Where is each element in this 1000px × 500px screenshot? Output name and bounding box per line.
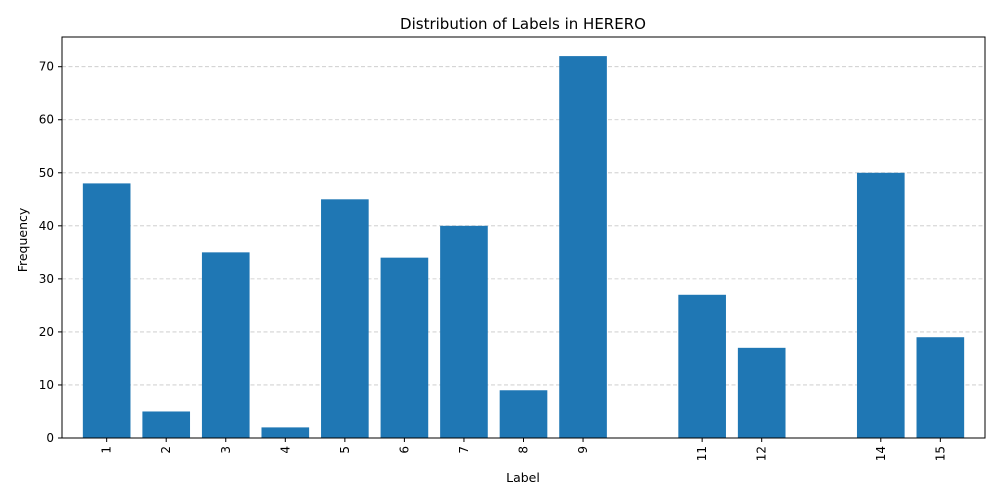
y-tick-label: 0: [46, 431, 54, 445]
y-axis-label: Frequency: [15, 207, 30, 272]
plot-frame: [61, 36, 986, 439]
bar: [737, 347, 786, 438]
x-tick-label: 15: [933, 446, 947, 461]
x-tick-label: 9: [576, 446, 590, 454]
bar: [261, 427, 310, 438]
bar: [201, 252, 250, 438]
x-tick-label: 5: [338, 446, 352, 454]
bar: [559, 56, 607, 438]
y-tick-label: 70: [39, 60, 54, 74]
x-tick-label: 14: [874, 446, 888, 461]
x-tick-label: 2: [159, 446, 173, 454]
bars: [82, 56, 965, 438]
y-tick-label: 10: [39, 378, 54, 392]
bar: [142, 411, 191, 438]
x-tick-label: 7: [457, 446, 471, 454]
bar: [499, 390, 548, 438]
bar: [321, 199, 369, 438]
x-tick-label: 3: [219, 446, 233, 454]
y-grid: [62, 66, 985, 439]
bar: [678, 294, 726, 438]
bar: [440, 225, 488, 438]
x-tick-label: 11: [695, 446, 709, 461]
x-axis-label: Label: [506, 470, 540, 485]
y-tick-label: 40: [39, 219, 54, 233]
x-tick-label: 4: [278, 446, 292, 454]
x-tick-label: 12: [755, 446, 769, 461]
y-tick-label: 60: [39, 113, 54, 127]
bar: [380, 257, 429, 438]
x-tick-label: 1: [100, 446, 114, 454]
bar: [916, 337, 965, 438]
chart-title: Distribution of Labels in HERERO: [400, 15, 646, 33]
y-tick-label: 20: [39, 325, 54, 339]
x-tick-label: 6: [397, 446, 411, 454]
y-tick-label: 30: [39, 272, 54, 286]
x-axis: 1 2 3 4 5 6 7 8 9 11 12 14 15: [100, 438, 947, 461]
bar: [856, 172, 905, 438]
y-axis: 0 10 20 30 40 50 60 70: [39, 60, 62, 445]
x-tick-label: 8: [517, 446, 531, 454]
bar: [82, 183, 131, 438]
y-tick-label: 50: [39, 166, 54, 180]
